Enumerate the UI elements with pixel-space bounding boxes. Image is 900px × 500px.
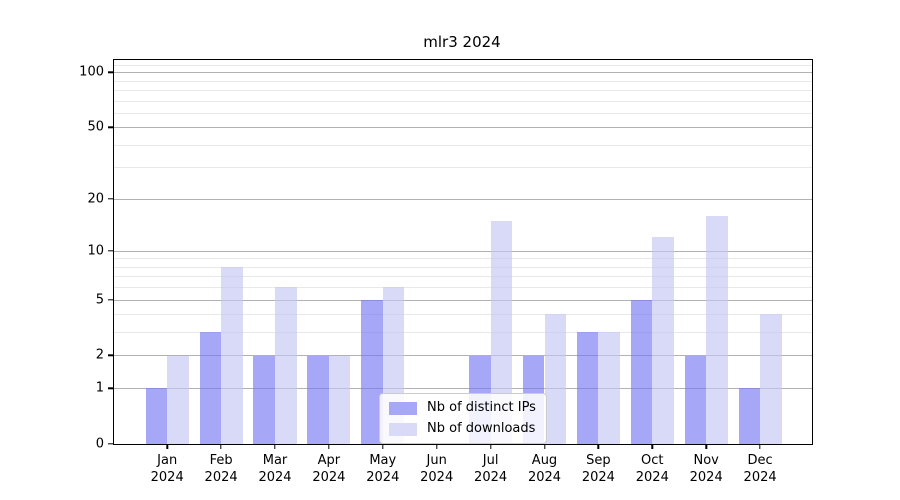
major-gridline: [114, 198, 812, 200]
bar-distinct-ips: [199, 332, 222, 444]
bar-distinct-ips: [145, 388, 168, 444]
bar-downloads: [706, 215, 728, 444]
x-axis-tick: [489, 444, 492, 449]
bar-downloads: [760, 314, 782, 444]
x-axis-label: Jan 2024: [150, 453, 184, 485]
x-axis-label: Aug 2024: [527, 453, 562, 485]
bar-downloads: [490, 220, 513, 444]
bar-distinct-ips: [576, 332, 599, 444]
x-axis-label: Jul 2024: [474, 453, 508, 485]
major-gridline: [114, 250, 812, 252]
minor-gridline: [114, 276, 812, 278]
y-axis-label: 5: [95, 292, 104, 308]
x-axis-tick: [220, 444, 222, 449]
minor-gridline: [114, 314, 812, 316]
major-gridline: [114, 127, 812, 129]
x-axis-tick: [328, 444, 330, 449]
bar-distinct-ips: [684, 355, 707, 444]
bar-distinct-ips: [738, 388, 761, 444]
x-axis-tick: [274, 444, 276, 449]
major-gridline: [114, 388, 812, 390]
major-gridline: [114, 72, 812, 74]
x-axis-label: Oct 2024: [635, 453, 669, 485]
x-axis-label: May 2024: [366, 453, 400, 485]
minor-gridline: [114, 266, 812, 268]
x-axis-tick: [166, 444, 168, 449]
y-axis-label: 20: [87, 191, 104, 207]
major-gridline: [114, 355, 812, 357]
y-axis-label: 0: [95, 436, 104, 452]
bar-downloads: [275, 287, 297, 444]
minor-gridline: [114, 167, 812, 169]
legend-swatch-distinct-ips-icon: [389, 401, 417, 415]
bar-distinct-ips: [253, 355, 275, 444]
y-axis-tick: [107, 126, 113, 128]
legend: Nb of distinct IPs Nb of downloads: [379, 393, 547, 444]
bar-downloads: [221, 266, 243, 444]
legend-item-distinct-ips: Nb of distinct IPs: [389, 401, 536, 415]
y-axis-tick: [107, 387, 113, 389]
legend-item-downloads: Nb of downloads: [389, 422, 536, 436]
minor-gridline: [114, 144, 812, 146]
bar-distinct-ips: [361, 299, 383, 444]
minor-gridline: [114, 287, 812, 289]
bar-distinct-ips: [630, 299, 653, 444]
y-axis-tick: [107, 198, 113, 200]
y-axis-label: 50: [87, 119, 104, 135]
minor-gridline: [114, 112, 812, 114]
x-axis-label: Sep 2024: [581, 453, 615, 485]
minor-gridline: [114, 80, 812, 82]
x-axis-tick: [435, 444, 438, 449]
y-axis-tick: [107, 298, 113, 301]
bar-downloads: [652, 237, 674, 444]
x-axis-label: Apr 2024: [312, 453, 346, 485]
x-axis-tick: [543, 444, 546, 449]
y-axis-label: 10: [87, 243, 104, 259]
x-axis-label: Jun 2024: [420, 453, 454, 485]
legend-label-downloads: Nb of downloads: [427, 421, 536, 436]
y-axis-label: 100: [79, 64, 104, 80]
x-axis-label: Mar 2024: [258, 453, 292, 485]
major-gridline: [114, 299, 812, 301]
y-axis-tick: [107, 443, 113, 445]
x-axis-label: Feb 2024: [204, 453, 238, 485]
x-axis-label: Nov 2024: [689, 453, 723, 485]
legend-swatch-downloads-icon: [389, 422, 417, 436]
x-axis-tick: [382, 444, 384, 449]
chart-title: mlr3 2024: [423, 33, 501, 51]
x-axis-tick: [651, 444, 653, 449]
y-axis-tick: [107, 250, 113, 252]
y-axis-tick: [107, 71, 113, 73]
bar-downloads: [544, 314, 567, 444]
x-axis-label: Dec 2024: [743, 453, 777, 485]
minor-gridline: [114, 258, 812, 260]
legend-label-distinct-ips: Nb of distinct IPs: [427, 400, 536, 415]
x-axis-tick: [705, 444, 707, 449]
y-axis-label: 1: [95, 380, 104, 396]
x-axis-tick: [759, 444, 761, 449]
bar-downloads: [328, 355, 351, 444]
y-axis-label: 2: [95, 347, 104, 363]
plot-area: Nb of distinct IPs Nb of downloads 0 1 2 5 1…: [79, 59, 813, 485]
minor-gridline: [114, 64, 812, 66]
minor-gridline: [114, 332, 812, 334]
minor-gridline: [114, 89, 812, 91]
bar-distinct-ips: [307, 355, 329, 444]
minor-gridline: [114, 100, 812, 102]
y-axis-tick: [107, 354, 113, 357]
bar-downloads: [167, 355, 189, 444]
x-axis-tick: [597, 444, 600, 449]
bar-downloads: [598, 332, 620, 444]
